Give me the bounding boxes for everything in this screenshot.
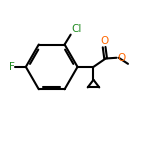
- Text: Cl: Cl: [71, 24, 82, 34]
- Text: F: F: [9, 62, 14, 72]
- Text: O: O: [117, 53, 125, 63]
- Text: O: O: [100, 36, 108, 46]
